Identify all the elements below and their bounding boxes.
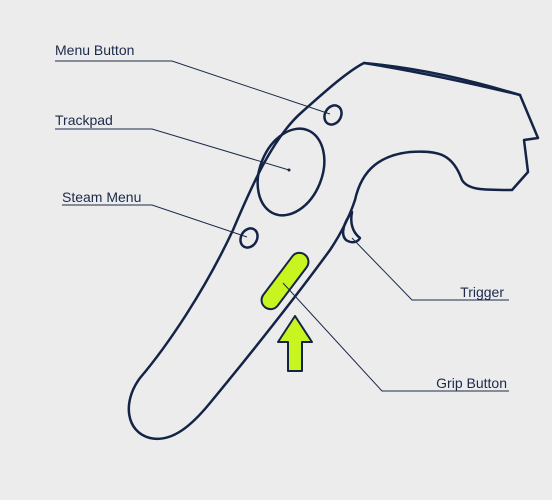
steam-menu-button-shape <box>239 227 259 249</box>
trackpad-label: Trackpad <box>55 112 113 128</box>
menu-button-leader <box>55 60 331 115</box>
menu-button-label: Menu Button <box>55 42 134 58</box>
grip-button-shape <box>260 251 310 311</box>
trigger-leader <box>351 237 509 301</box>
trigger-label: Trigger <box>460 284 504 300</box>
controller-top-ridge <box>362 61 522 97</box>
arrow-up-icon <box>277 315 313 372</box>
grip-button-leader <box>282 282 509 392</box>
trigger-shape <box>341 210 362 244</box>
trackpad-leader <box>55 128 290 171</box>
trackpad-shape <box>256 127 326 217</box>
controller-body-outline <box>127 61 540 441</box>
steam-menu-leader <box>62 204 248 238</box>
grip-button-label: Grip Button <box>436 375 507 391</box>
menu-button-shape <box>323 104 343 126</box>
steam-menu-label: Steam Menu <box>62 189 141 205</box>
